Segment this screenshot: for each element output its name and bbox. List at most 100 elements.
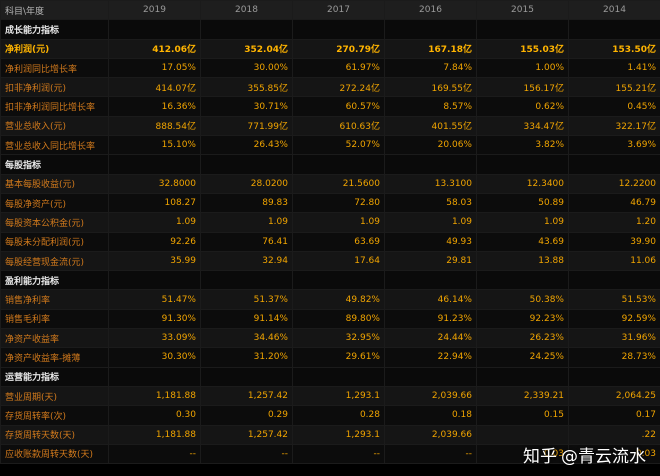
value-cell (476, 424, 569, 445)
section-empty-cell (108, 270, 201, 291)
section-empty-cell (200, 366, 293, 387)
section-empty-cell (292, 19, 385, 40)
value-cell: -- (108, 443, 201, 465)
value-cell: 1,293.1 (292, 424, 385, 445)
table-row[interactable]: 应收账款周转天数(天) -- -- -- -- 0.03 0.03 (0, 443, 660, 465)
header-year-2014[interactable]: 2014 (568, 0, 660, 21)
section-header-row: 每股指标 (0, 154, 660, 175)
row-label: 应收账款周转天数(天) (0, 443, 109, 465)
value-cell: 0.03 (476, 443, 569, 465)
value-cell: 1,257.42 (200, 424, 293, 445)
value-cell: 20.06% (384, 135, 477, 156)
value-cell: 8.57% (384, 96, 477, 117)
value-cell: 0.15 (476, 405, 569, 426)
row-label: 营业总收入同比增长率 (0, 135, 109, 156)
table-row[interactable]: 每股资本公积金(元) 1.09 1.09 1.09 1.09 1.09 1.20 (0, 212, 660, 233)
section-empty-cell (568, 270, 660, 291)
row-label: 扣非净利润(元) (0, 77, 109, 98)
section-empty-cell (476, 270, 569, 291)
section-empty-cell (384, 154, 477, 175)
row-label: 每股经营现金流(元) (0, 250, 109, 272)
value-cell: 0.45% (568, 96, 660, 117)
value-cell: 1,257.42 (200, 385, 293, 407)
watermark: 知乎 @青云流水 (523, 442, 646, 467)
table-row[interactable]: 净利润(元) 412.06亿 352.04亿 270.79亿 167.18亿 155.03… (0, 38, 660, 59)
value-cell: 1,181.88 (108, 385, 201, 407)
value-cell: 22.94% (384, 347, 477, 368)
row-label: 扣非净利润同比增长率 (0, 96, 109, 117)
table-row[interactable]: 扣非净利润同比增长率 16.36% 30.71% 60.57% 8.57% 0.62% 0.… (0, 96, 660, 117)
value-cell: 43.69 (476, 231, 569, 252)
value-cell: 0.17 (568, 405, 660, 426)
table-row[interactable]: 销售净利率 51.47% 51.37% 49.82% 46.14% 50.38% 51.53… (0, 289, 660, 310)
value-cell: 1.09 (200, 212, 293, 233)
header-year-2019[interactable]: 2019 (108, 0, 201, 21)
table-row[interactable]: 营业周期(天) 1,181.88 1,257.42 1,293.1 2,039.66 2,… (0, 385, 660, 407)
section-header-row: 成长能力指标 (0, 19, 660, 40)
header-year-2017[interactable]: 2017 (292, 0, 385, 21)
value-cell: 167.18亿 (384, 38, 477, 59)
table-row[interactable]: 存货周转率(次) 0.30 0.29 0.28 0.18 0.15 0.17 (0, 405, 660, 426)
table-row[interactable]: 营业总收入(元) 888.54亿 771.99亿 610.63亿 401.55亿 334.… (0, 115, 660, 137)
value-cell: 13.3100 (384, 173, 477, 194)
table-row[interactable]: 净资产收益率-摊薄 30.30% 31.20% 29.61% 22.94% 24.25% 2… (0, 347, 660, 368)
value-cell: 1.00% (476, 57, 569, 79)
section-header-row: 运营能力指标 (0, 366, 660, 387)
value-cell: 2,039.66 (384, 385, 477, 407)
value-cell: 888.54亿 (108, 115, 201, 137)
value-cell: 3.82% (476, 135, 569, 156)
table-row[interactable]: 销售毛利率 91.30% 91.14% 89.80% 91.23% 92.23% 92.59… (0, 308, 660, 330)
table-row[interactable]: 营业总收入同比增长率 15.10% 26.43% 52.07% 20.06% 3.82% 3… (0, 135, 660, 156)
value-cell: 61.97% (292, 57, 385, 79)
section-title: 盈利能力指标 (0, 270, 109, 291)
header-year-2016[interactable]: 2016 (384, 0, 477, 21)
value-cell: 29.61% (292, 347, 385, 368)
value-cell: 51.53% (568, 289, 660, 310)
value-cell: 24.25% (476, 347, 569, 368)
table-row[interactable]: 每股经营现金流(元) 35.99 32.94 17.64 29.81 13.88 11.06 (0, 250, 660, 272)
value-cell: 89.80% (292, 308, 385, 330)
section-empty-cell (476, 366, 569, 387)
header-year-2018[interactable]: 2018 (200, 0, 293, 21)
value-cell: 322.17亿 (568, 115, 660, 137)
value-cell: 31.20% (200, 347, 293, 368)
row-label: 存货周转天数(天) (0, 424, 109, 445)
table-row[interactable]: 扣非净利润(元) 414.07亿 355.85亿 272.24亿 169.55亿 156.… (0, 77, 660, 98)
section-empty-cell (384, 366, 477, 387)
value-cell: 28.73% (568, 347, 660, 368)
value-cell: 155.21亿 (568, 77, 660, 98)
watermark-handle: @青云流水 (561, 447, 646, 467)
table-row[interactable]: 每股未分配利润(元) 92.26 76.41 63.69 49.93 43.69 39.90 (0, 231, 660, 252)
value-cell: 0.29 (200, 405, 293, 426)
table-row[interactable]: 基本每股收益(元) 32.8000 28.0200 21.5600 13.3100 12.… (0, 173, 660, 194)
value-cell: 401.55亿 (384, 115, 477, 137)
row-label: 营业总收入(元) (0, 115, 109, 137)
value-cell: 355.85亿 (200, 77, 293, 98)
value-cell: 92.26 (108, 231, 201, 252)
section-empty-cell (384, 270, 477, 291)
table-row[interactable]: 每股净资产(元) 108.27 89.83 72.80 58.03 50.89 46.79 (0, 192, 660, 214)
section-empty-cell (568, 19, 660, 40)
value-cell: 771.99亿 (200, 115, 293, 137)
section-empty-cell (568, 154, 660, 175)
value-cell: 3.69% (568, 135, 660, 156)
value-cell: 32.94 (200, 250, 293, 272)
row-label: 营业周期(天) (0, 385, 109, 407)
section-title: 每股指标 (0, 154, 109, 175)
value-cell: 30.30% (108, 347, 201, 368)
header-subject-year: 科目\年度 (0, 0, 109, 21)
value-cell: 0.18 (384, 405, 477, 426)
value-cell: 35.99 (108, 250, 201, 272)
section-empty-cell (292, 270, 385, 291)
header-year-2015[interactable]: 2015 (476, 0, 569, 21)
table-row[interactable]: 净资产收益率 33.09% 34.46% 32.95% 24.44% 26.23% 31.9… (0, 328, 660, 349)
value-cell: 2,039.66 (384, 424, 477, 445)
table-row[interactable]: 净利润同比增长率 17.05% 30.00% 61.97% 7.84% 1.00% 1.41… (0, 57, 660, 79)
value-cell: 31.96% (568, 328, 660, 349)
section-title: 成长能力指标 (0, 19, 109, 40)
section-empty-cell (292, 366, 385, 387)
row-label: 净利润同比增长率 (0, 57, 109, 79)
row-label: 净资产收益率-摊薄 (0, 347, 109, 368)
value-cell: 26.23% (476, 328, 569, 349)
row-label: 基本每股收益(元) (0, 173, 109, 194)
